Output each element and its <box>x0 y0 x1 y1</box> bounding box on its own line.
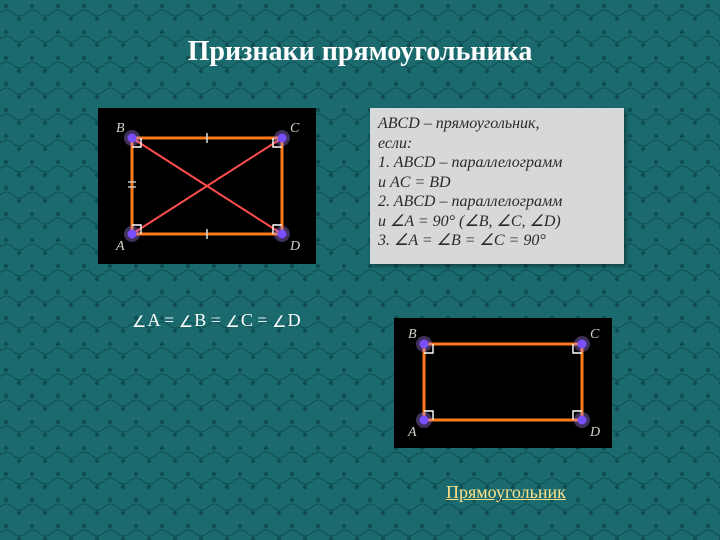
svg-text:A: A <box>115 239 125 254</box>
textbook-line: ABCD – прямоугольник, <box>378 114 616 134</box>
svg-text:B: B <box>408 327 417 342</box>
svg-text:A: A <box>407 425 417 440</box>
svg-text:C: C <box>290 121 300 136</box>
textbook-line: если: <box>378 134 616 154</box>
diagram-rectangle-plain: B C A D <box>394 318 612 448</box>
textbook-line: 3. ∠A = ∠B = ∠C = 90° <box>378 231 616 251</box>
slide: Признаки прямоугольника B C A D ABCD – прям… <box>0 0 720 540</box>
svg-text:D: D <box>289 239 300 254</box>
eq-B: B <box>194 310 206 330</box>
svg-text:B: B <box>116 121 125 136</box>
textbook-line: 2. ABCD – параллелограмм <box>378 192 616 212</box>
eq-C: C <box>241 310 253 330</box>
textbook-line: 1. ABCD – параллелограмм <box>378 153 616 173</box>
eq-D: D <box>288 310 301 330</box>
eq-A: A <box>148 310 160 330</box>
slide-background <box>0 0 720 540</box>
svg-text:D: D <box>589 425 600 440</box>
textbook-line: и AC = BD <box>378 173 616 193</box>
slide-title: Признаки прямоугольника <box>0 36 720 68</box>
svg-text:C: C <box>590 327 600 342</box>
textbook-line: и ∠A = 90° (∠B, ∠C, ∠D) <box>378 212 616 232</box>
rectangle-link[interactable]: Прямоугольник <box>446 482 566 503</box>
angle-equality-equation: ∠A = ∠B = ∠C = ∠D <box>132 310 301 331</box>
diagram-rectangle-with-diagonals: B C A D <box>98 108 316 264</box>
textbook-criteria-box: ABCD – прямоугольник,если:1. ABCD – пара… <box>370 108 624 264</box>
